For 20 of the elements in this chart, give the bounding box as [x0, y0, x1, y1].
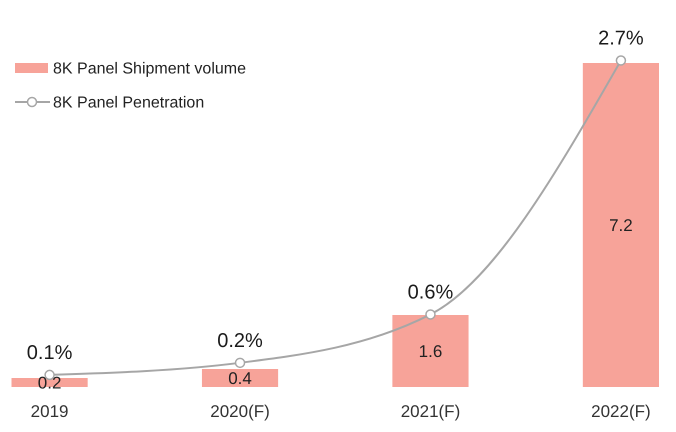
data-label: 0.4	[228, 368, 252, 388]
bar	[202, 369, 278, 387]
point	[234, 358, 246, 368]
x-tick-label: 2019	[30, 402, 68, 421]
data-label: 0.6%	[408, 281, 454, 304]
data-label: 1.6	[418, 342, 442, 361]
legend-label: 8K Panel Penetration	[53, 94, 204, 112]
legend-label: 8K Panel Shipment volume	[53, 60, 246, 78]
bar	[582, 63, 659, 387]
data-label: 2.7%	[598, 27, 644, 50]
data-label: 0.1%	[26, 342, 73, 364]
x-tick-label: 2020(F)	[210, 402, 270, 421]
x-tick-label: 2021(F)	[400, 402, 460, 421]
data-label: 0.2	[38, 373, 62, 392]
point	[425, 309, 436, 320]
data-label: 7.2	[609, 216, 633, 235]
point	[616, 55, 626, 66]
x-tick-label: 2022(F)	[591, 402, 651, 421]
data-label: 0.2%	[217, 330, 264, 352]
bar	[392, 315, 469, 387]
